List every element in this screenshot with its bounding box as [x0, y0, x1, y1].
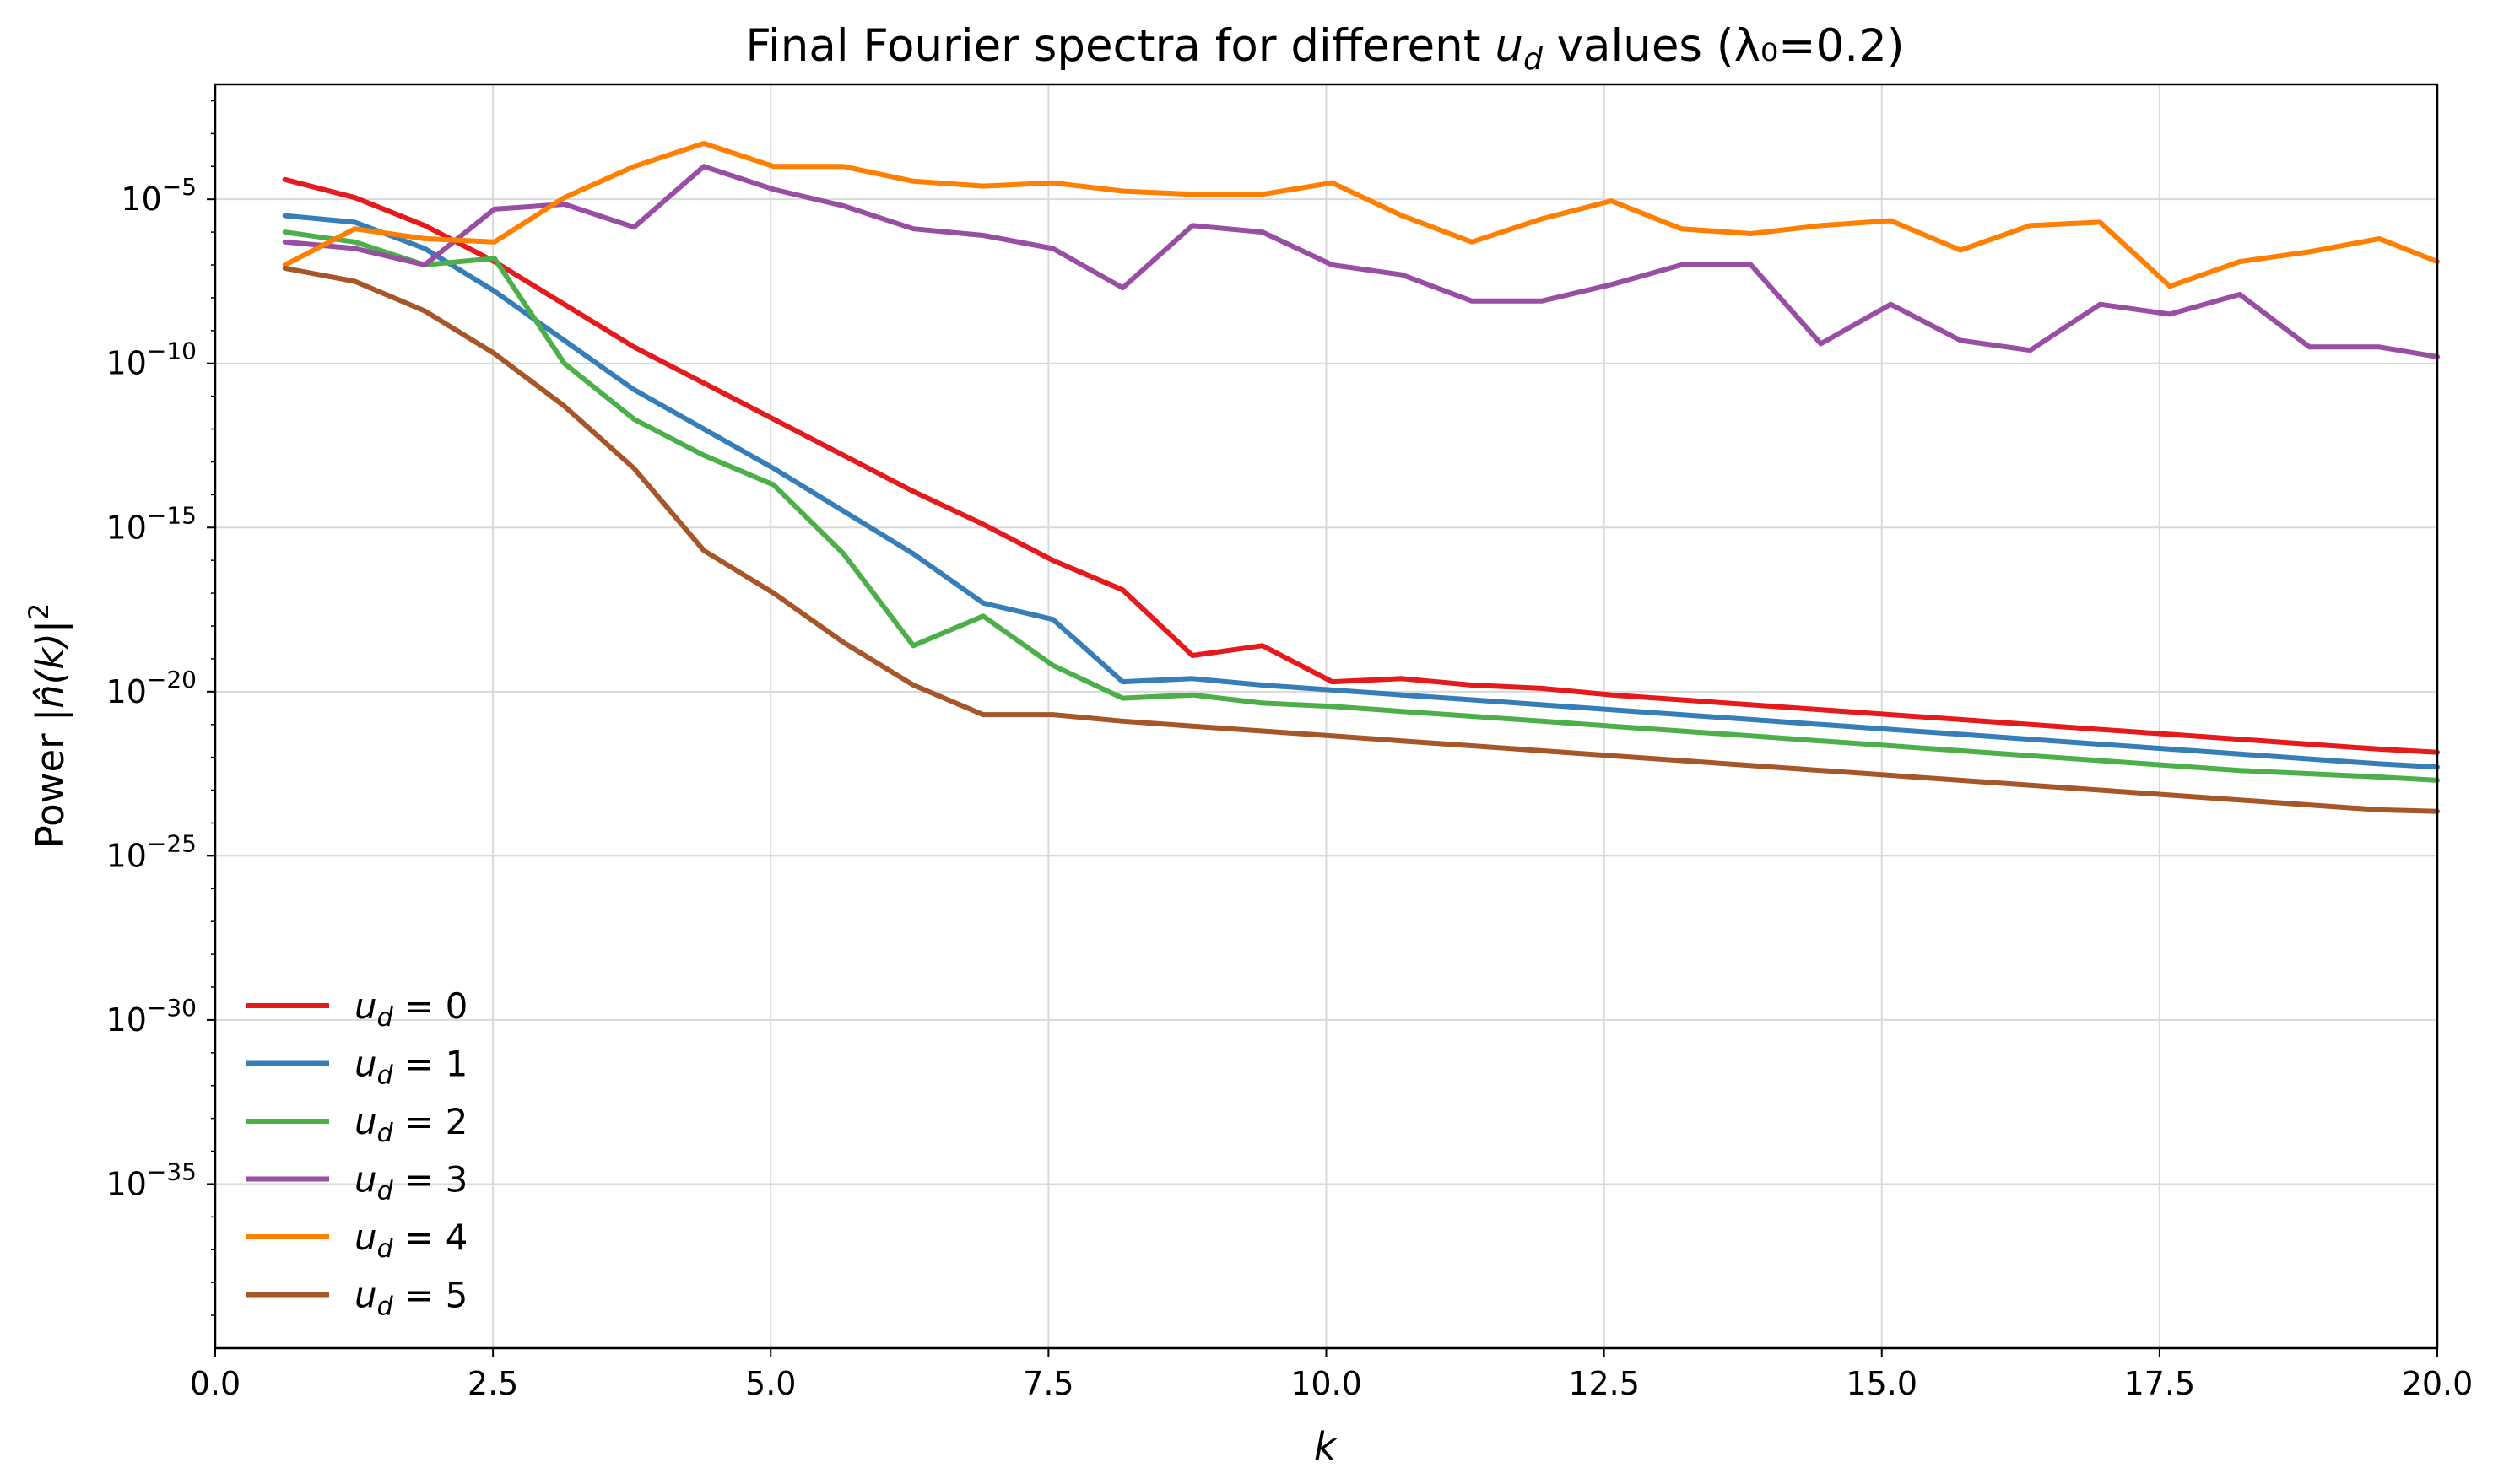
y-tick-label: 10−15 — [106, 501, 197, 546]
series-line — [282, 164, 2440, 359]
y-tick-label: 10−30 — [106, 994, 197, 1039]
legend: ud = 0 ud = 1 ud = 2 ud = 3 ud = 4 ud = 5 — [246, 985, 468, 1322]
chart-title: Final Fourier spectra for different ud v… — [745, 20, 1904, 77]
x-tick-label: 10.0 — [1290, 1365, 1362, 1402]
y-tick-label: 10−35 — [106, 1158, 197, 1202]
legend-label: ud = 5 — [354, 1275, 468, 1322]
x-tick-label: 2.5 — [468, 1365, 518, 1402]
legend-label: ud = 0 — [354, 985, 468, 1033]
series-line — [282, 229, 2440, 783]
x-tick-label: 17.5 — [2124, 1365, 2196, 1402]
x-tick-label: 7.5 — [1023, 1365, 1073, 1402]
series-line — [282, 265, 2440, 814]
series-line — [282, 176, 2440, 755]
x-tick-label: 20.0 — [2402, 1365, 2474, 1402]
x-tick-label: 5.0 — [745, 1365, 796, 1402]
x-axis-label: k — [1314, 1424, 1338, 1469]
series-line — [282, 213, 2440, 770]
x-tick-label: 0.0 — [190, 1365, 241, 1402]
y-axis-label: Power |n̂(k)|2 — [23, 603, 73, 849]
y-tick-label: 10−20 — [106, 666, 197, 710]
legend-label: ud = 3 — [354, 1159, 468, 1206]
x-axis-ticks: 0.0 2.5 5.0 7.5 10.0 12.5 15.0 17.5 20.0 — [190, 1348, 2474, 1402]
y-axis-ticks: 10−5 10−10 10−15 10−20 10−25 10−30 10−35 — [106, 100, 215, 1316]
x-tick-label: 15.0 — [1846, 1365, 1917, 1402]
y-tick-label: 10−25 — [106, 829, 197, 874]
legend-label: ud = 4 — [354, 1217, 468, 1264]
x-tick-label: 12.5 — [1568, 1365, 1640, 1402]
series-line — [282, 141, 2440, 289]
legend-label: ud = 1 — [354, 1044, 468, 1091]
y-tick-label: 10−5 — [121, 173, 197, 218]
legend-label: ud = 2 — [354, 1101, 468, 1148]
y-tick-label: 10−10 — [106, 337, 197, 382]
series-lines — [282, 141, 2440, 814]
